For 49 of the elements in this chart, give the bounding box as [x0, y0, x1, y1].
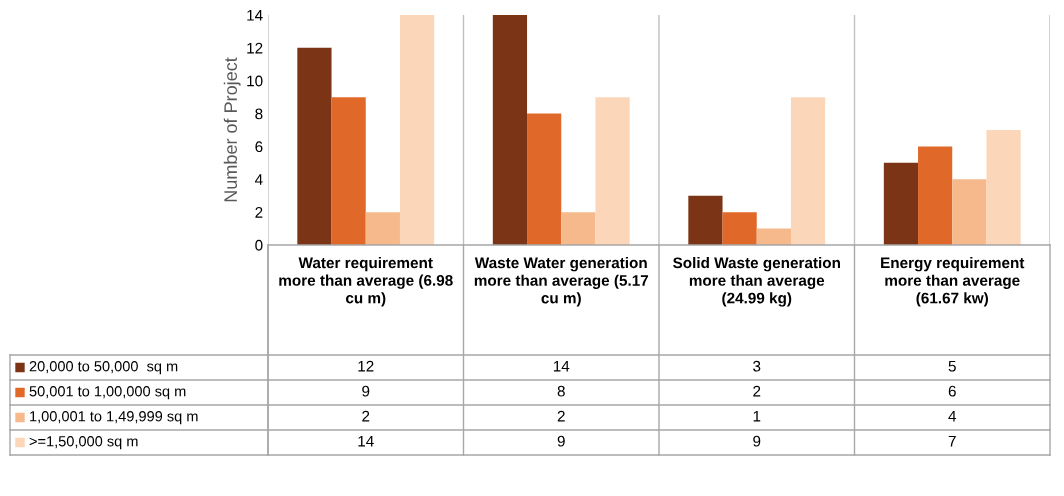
y-axis-title: Number of Project: [223, 57, 241, 202]
data-label: 5: [948, 360, 956, 372]
bar: [688, 195, 723, 245]
bar: [297, 47, 332, 245]
data-label: 7: [948, 435, 956, 447]
y-tick-label: 0: [255, 239, 263, 251]
bar: [952, 179, 987, 245]
y-tick-label: 4: [254, 174, 263, 185]
bar: [756, 228, 791, 245]
y-tick-label: 14: [247, 10, 263, 21]
bar: [365, 212, 400, 245]
data-label: 12: [358, 360, 374, 372]
bar: [722, 212, 757, 245]
data-label: 9: [557, 435, 565, 447]
data-label: 9: [753, 435, 761, 447]
data-label: 2: [362, 410, 370, 422]
y-tick-label: 12: [247, 42, 263, 54]
bar: [790, 97, 826, 245]
bar: [883, 162, 919, 245]
bar: [986, 130, 1021, 245]
x-tick-label: Solid Waste generation more than average (24.99 kg): [673, 257, 840, 307]
y-tick-label: 2: [255, 207, 263, 218]
bar: [492, 15, 528, 245]
legend-label: 50,001 to 1,00,000 sq m: [29, 386, 186, 400]
legend-label: >=1,50,000 sq m: [29, 436, 138, 450]
data-label: 8: [557, 385, 565, 397]
bar: [399, 15, 435, 245]
legend-label: 20,000 to 50,000 sq m: [29, 361, 178, 375]
legend-label: 1,00,001 to 1,49,999 sq m: [30, 411, 198, 425]
data-label: 3: [753, 360, 761, 372]
data-label: 14: [553, 360, 570, 372]
data-label: 6: [948, 385, 956, 397]
x-tick-label: Water requirement more than average (6.98 cu m): [279, 257, 453, 307]
data-label: 9: [362, 385, 370, 397]
bar: [527, 113, 562, 245]
data-label: 1: [753, 410, 761, 422]
bar: [331, 97, 366, 245]
y-tick-label: 6: [255, 141, 263, 153]
data-label: 2: [557, 410, 565, 422]
bar: [561, 212, 596, 245]
bar: [595, 97, 630, 245]
y-tick-label: 10: [247, 75, 263, 87]
x-tick-label: Waste Water generation more than average (5.17 cu m): [474, 257, 649, 307]
x-tick-label: Energy requirement more than average (61.67 kw): [881, 257, 1025, 307]
y-tick-label: 8: [255, 108, 263, 120]
data-label: 14: [358, 435, 374, 447]
bar: [918, 146, 953, 245]
data-label: 2: [753, 385, 761, 397]
data-label: 4: [948, 410, 957, 422]
